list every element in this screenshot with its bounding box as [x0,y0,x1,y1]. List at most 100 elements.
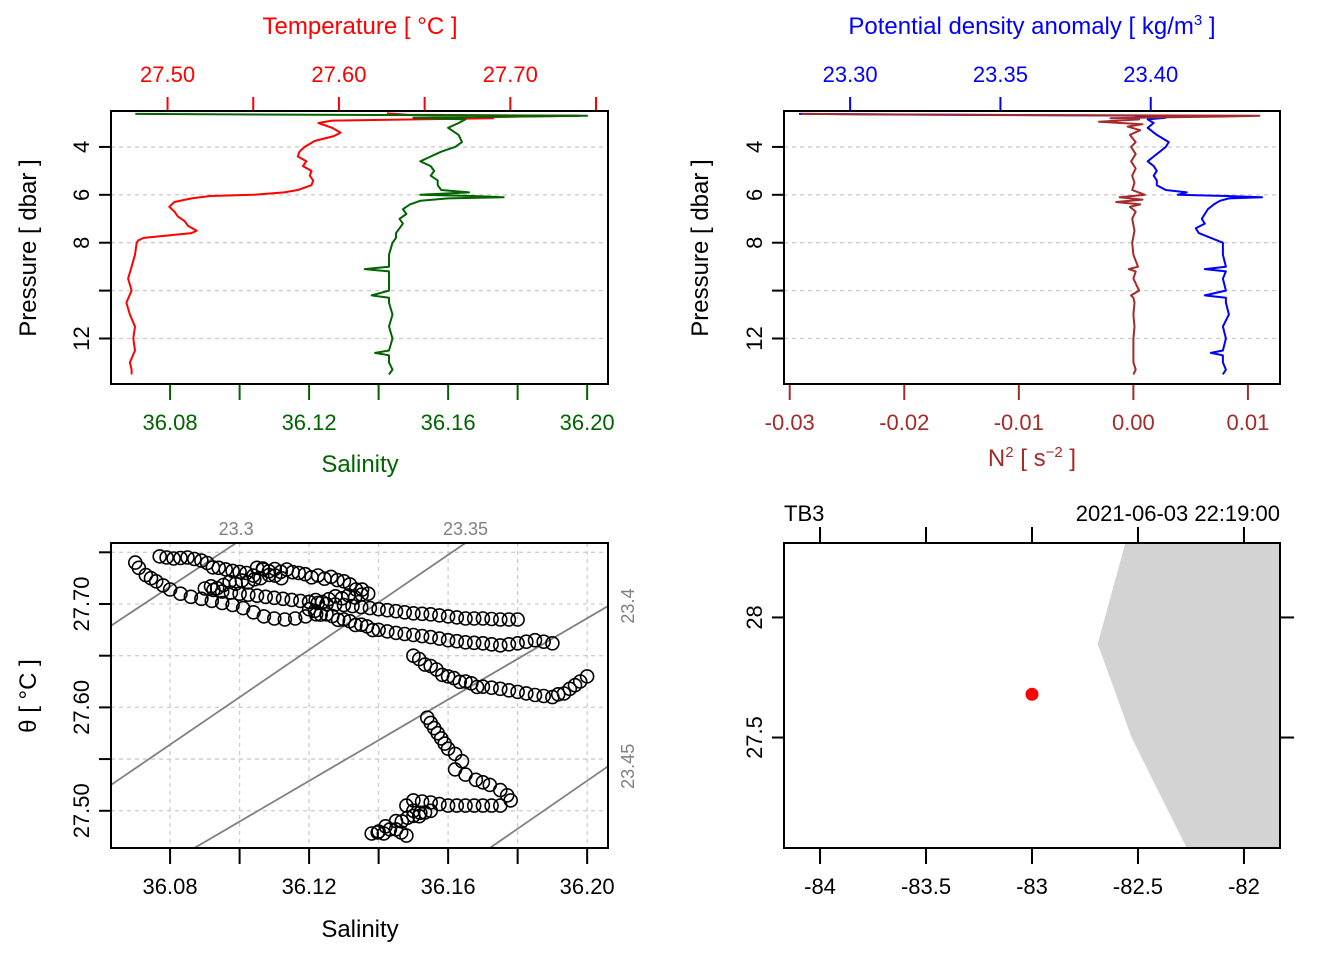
ts-point [452,674,468,690]
density-axis: 23.30 23.35 23.40 [823,62,1178,110]
ts-point [466,635,482,651]
theta-axis: 27.50 27.60 27.70 [69,551,111,838]
top-tick-label: 27.70 [483,62,538,87]
ts-point [397,626,413,642]
profile-lines [125,112,589,375]
y-tick-label: 28 [742,605,767,629]
pressure-gridlines [111,146,608,340]
ts-point [492,638,508,653]
ts-point [364,826,380,841]
ts-point [183,589,199,605]
temperature-line [125,112,580,375]
ts-point [423,803,439,819]
ts-point [458,798,473,813]
pressure-axis-title: Pressure [ dbar ] [687,159,714,336]
ts-point [148,573,164,589]
ts-point [492,612,508,627]
station-name-label: TB3 [784,501,824,526]
top-tick-label: 27.60 [311,62,366,87]
panel-station-map: -84 -83.5 -83 -82.5 -82 27.5 28 TB3 2021-06-0… [742,501,1294,899]
isopycnal-label: 23.3 [219,519,254,539]
ts-point [458,634,473,650]
ts-point [173,586,188,602]
ts-point [360,586,376,602]
potential-density-anomaly-line [798,112,1263,375]
top-tick-label: 27.50 [140,62,195,87]
ts-point [449,610,465,625]
ts-point [330,572,345,588]
y-tick-label: 4 [742,141,767,153]
temperature-axis-title: Temperature [ °C ] [263,13,458,40]
ts-point [277,612,293,627]
ts-point [458,674,473,689]
n2-axis: -0.03 -0.02 -0.01 0.00 0.01 [765,385,1269,435]
ts-point [414,628,430,644]
n2-axis-title: N2 [ s−2 ] [988,444,1076,472]
ts-point [536,634,552,650]
ts-point [468,772,484,788]
ts-point [501,682,517,698]
ts-point [411,808,427,824]
ts-point [293,593,308,609]
station-marker [1025,687,1039,701]
top-tick-label: 23.30 [823,62,878,87]
ts-point [492,798,508,813]
ts-point [536,688,552,704]
ts-point [414,794,430,809]
bottom-tick-label: 36.12 [282,410,337,435]
station-marker-group [1025,687,1039,701]
y-tick-label: 8 [742,237,767,249]
ts-point [362,600,378,616]
ts-point [432,631,447,646]
salinity-axis: 36.08 36.12 36.16 36.20 [143,385,615,435]
pressure-axis: 4 6 8 12 [742,141,784,351]
ts-point [348,617,363,633]
isopycnal-line [489,765,608,848]
y-tick-label: 27.5 [742,716,767,759]
bottom-tick-label: 36.16 [421,410,476,435]
ts-point [291,565,307,581]
salinity-axis-title: Salinity [321,451,398,478]
theta-axis-title: θ [ °C ] [15,659,42,733]
bottom-tick-label: -0.01 [994,410,1044,435]
ts-point [406,808,421,824]
ts-point [273,564,289,580]
x-tick-label: 36.08 [143,874,198,899]
ts-point [449,798,465,813]
ts-point [458,611,473,626]
ts-point [159,550,174,565]
ts-point [249,588,265,604]
temperature-axis: 27.50 27.60 27.70 [140,62,598,110]
ts-point [518,686,534,701]
ts-point [388,603,404,619]
ts-point [475,679,491,695]
y-tick-label: 6 [742,189,767,201]
ts-point [484,680,499,696]
ts-point [256,609,272,624]
bottom-tick-label: 0.00 [1112,410,1155,435]
isopycnal-labels: 23.3 23.35 23.4 23.45 [219,519,638,789]
ts-point [440,669,456,684]
ts-point [510,684,525,700]
y-tick-label: 27.60 [69,680,94,735]
top-tick-label: 23.35 [973,62,1028,87]
ts-point [484,798,499,813]
ts-point [308,592,324,608]
ts-point [550,686,566,702]
land-area [1097,543,1280,848]
ts-point [510,635,525,651]
ts-point [527,687,543,703]
y-tick-label: 12 [69,326,94,350]
latitude-axis: 27.5 28 [742,605,1294,759]
ts-point [484,611,499,627]
ts-point [284,592,300,608]
n2-line [801,112,1261,375]
ts-point [214,595,230,611]
x-tick-label: 36.20 [560,874,615,899]
ts-point [501,612,517,627]
ts-point [371,622,386,638]
bottom-tick-label: -0.02 [879,410,929,435]
ts-point [527,632,543,648]
ts-point [388,625,404,641]
